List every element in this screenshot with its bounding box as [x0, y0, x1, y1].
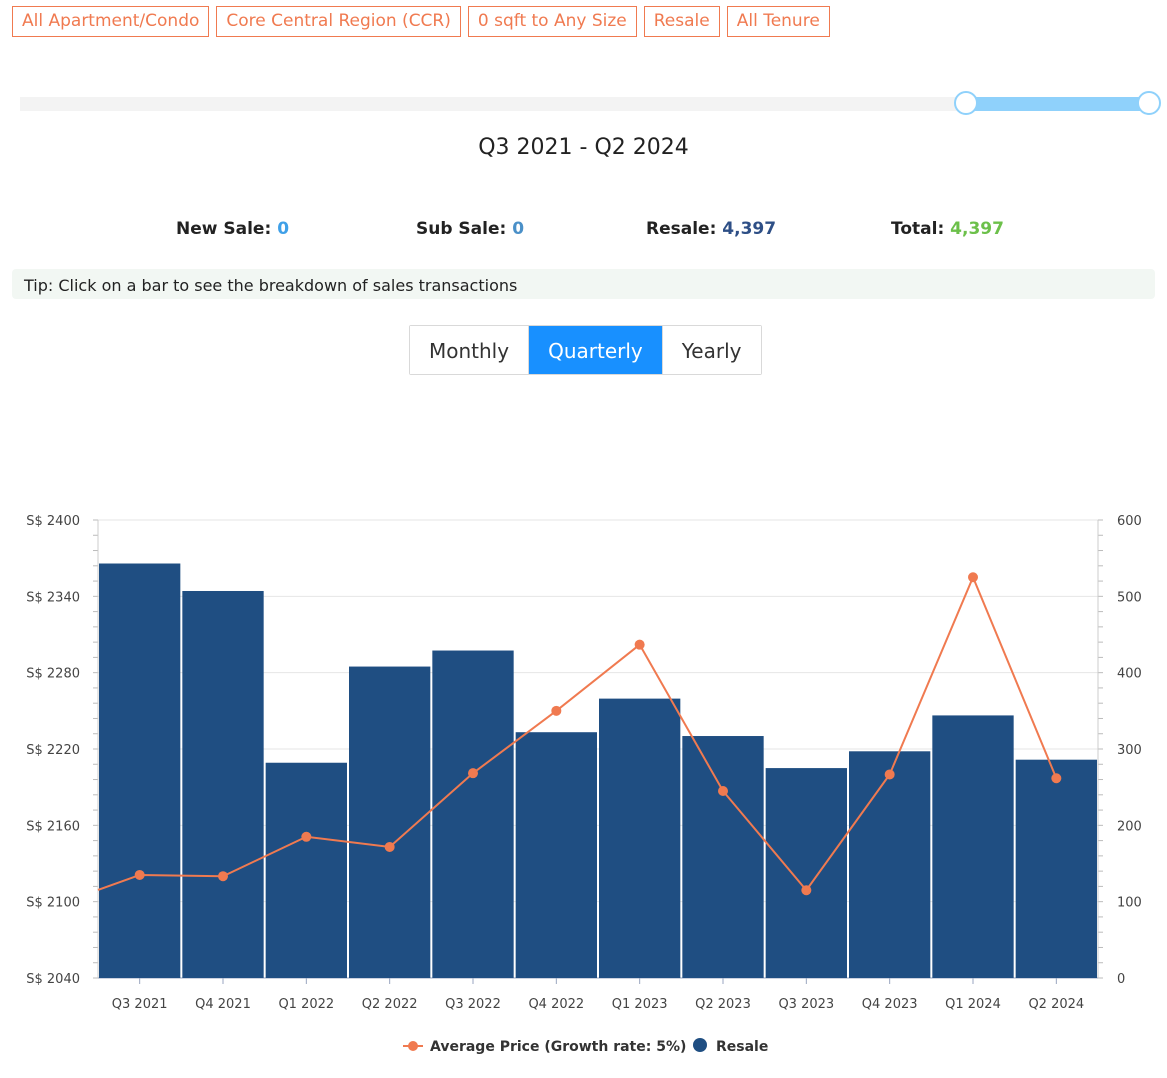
filter-size[interactable]: 0 sqft to Any Size	[467, 6, 637, 37]
x-axis-tick-label: Q1 2023	[612, 997, 668, 1012]
x-axis-tick-label: Q3 2023	[778, 997, 834, 1012]
x-axis-tick-label: Q4 2021	[195, 997, 251, 1012]
bar-resale[interactable]	[849, 751, 931, 978]
tip-banner: Tip: Click on a bar to see the breakdown…	[12, 269, 1155, 299]
tab-monthly[interactable]: Monthly	[410, 326, 529, 374]
x-axis-tick-label: Q4 2022	[528, 997, 584, 1012]
view-toggle: Monthly Quarterly Yearly	[409, 325, 762, 375]
right-axis-tick-label: 100	[1117, 896, 1142, 911]
bar-resale[interactable]	[432, 650, 514, 978]
slider-selected-range	[964, 97, 1148, 111]
x-axis-tick-label: Q4 2023	[862, 997, 918, 1012]
right-axis-tick-label: 300	[1117, 743, 1142, 758]
period-label: Q3 2021 - Q2 2024	[478, 135, 689, 160]
filter-property-type[interactable]: All Apartment/Condo	[12, 6, 210, 37]
tab-yearly[interactable]: Yearly	[661, 326, 761, 374]
bar-resale[interactable]	[765, 768, 847, 978]
average-price-point[interactable]	[1051, 773, 1062, 784]
x-axis-tick-label: Q2 2023	[695, 997, 751, 1012]
average-price-point[interactable]	[468, 768, 478, 779]
x-axis-tick-label: Q1 2022	[278, 997, 334, 1012]
slider-end-handle[interactable]	[1137, 91, 1161, 115]
total-value: 4,397	[950, 219, 1004, 239]
new-sale-stat: New Sale: 0	[176, 219, 289, 239]
sub-sale-value: 0	[512, 219, 525, 239]
average-price-point[interactable]	[718, 785, 728, 796]
resale-stat: Resale: 4,397	[646, 219, 776, 239]
left-axis-tick-label: S$ 2340	[26, 590, 80, 605]
x-axis-tick-label: Q2 2022	[362, 997, 418, 1012]
left-axis-tick-label: S$ 2100	[26, 896, 80, 911]
bar-resale[interactable]	[932, 715, 1014, 978]
right-axis-tick-label: 200	[1117, 819, 1142, 834]
period-range-slider[interactable]	[20, 91, 1161, 115]
bar-resale[interactable]	[265, 762, 347, 978]
sub-sale-label: Sub Sale:	[416, 219, 507, 239]
filter-bar: All Apartment/Condo Core Central Region …	[12, 6, 830, 37]
left-axis-tick-label: S$ 2160	[26, 819, 80, 834]
right-axis-tick-label: 600	[1117, 514, 1142, 529]
average-price-point[interactable]	[384, 841, 395, 852]
bar-resale[interactable]	[99, 563, 181, 978]
average-price-point[interactable]	[301, 831, 312, 842]
resale-label: Resale:	[646, 219, 717, 239]
x-axis-tick-label: Q3 2021	[112, 997, 168, 1012]
legend-line-marker	[408, 1041, 418, 1051]
filter-tenure[interactable]: All Tenure	[726, 6, 830, 37]
filter-region[interactable]: Core Central Region (CCR)	[216, 6, 461, 37]
bar-resale[interactable]	[599, 698, 681, 978]
sub-sale-stat: Sub Sale: 0	[416, 219, 524, 239]
new-sale-label: New Sale:	[176, 219, 272, 239]
left-axis-tick-label: S$ 2220	[26, 743, 80, 758]
average-price-point[interactable]	[884, 769, 895, 780]
x-axis-tick-label: Q1 2024	[945, 997, 1001, 1012]
bar-resale[interactable]	[182, 590, 264, 978]
right-axis-tick-label: 400	[1117, 667, 1142, 682]
average-price-point[interactable]	[801, 885, 812, 896]
bar-resale[interactable]	[1015, 759, 1097, 978]
right-axis-tick-label: 500	[1117, 590, 1142, 605]
bar-resale[interactable]	[682, 736, 764, 978]
total-label: Total:	[891, 219, 945, 239]
left-axis-tick-label: S$ 2040	[26, 972, 80, 987]
average-price-point[interactable]	[134, 869, 145, 880]
average-price-point[interactable]	[634, 639, 645, 650]
new-sale-value: 0	[277, 219, 290, 239]
left-axis-tick-label: S$ 2280	[26, 667, 80, 682]
legend-resale-label[interactable]: Resale	[716, 1039, 768, 1055]
resale-value: 4,397	[722, 219, 777, 239]
x-axis-tick-label: Q3 2022	[445, 997, 501, 1012]
tab-quarterly[interactable]: Quarterly	[528, 326, 662, 374]
slider-start-handle[interactable]	[954, 91, 978, 115]
total-stat: Total: 4,397	[891, 219, 1004, 239]
bar-resale[interactable]	[515, 732, 597, 978]
average-price-point[interactable]	[218, 871, 228, 882]
average-price-point[interactable]	[551, 705, 562, 716]
legend-bar-swatch	[693, 1038, 707, 1052]
x-axis-tick-label: Q2 2024	[1028, 997, 1084, 1012]
right-axis-tick-label: 0	[1117, 972, 1125, 987]
legend-average-price-label[interactable]: Average Price (Growth rate: 5%)	[430, 1039, 686, 1055]
left-axis-tick-label: S$ 2400	[26, 514, 80, 529]
average-price-point[interactable]	[968, 572, 978, 583]
filter-sale-type[interactable]: Resale	[643, 6, 720, 37]
